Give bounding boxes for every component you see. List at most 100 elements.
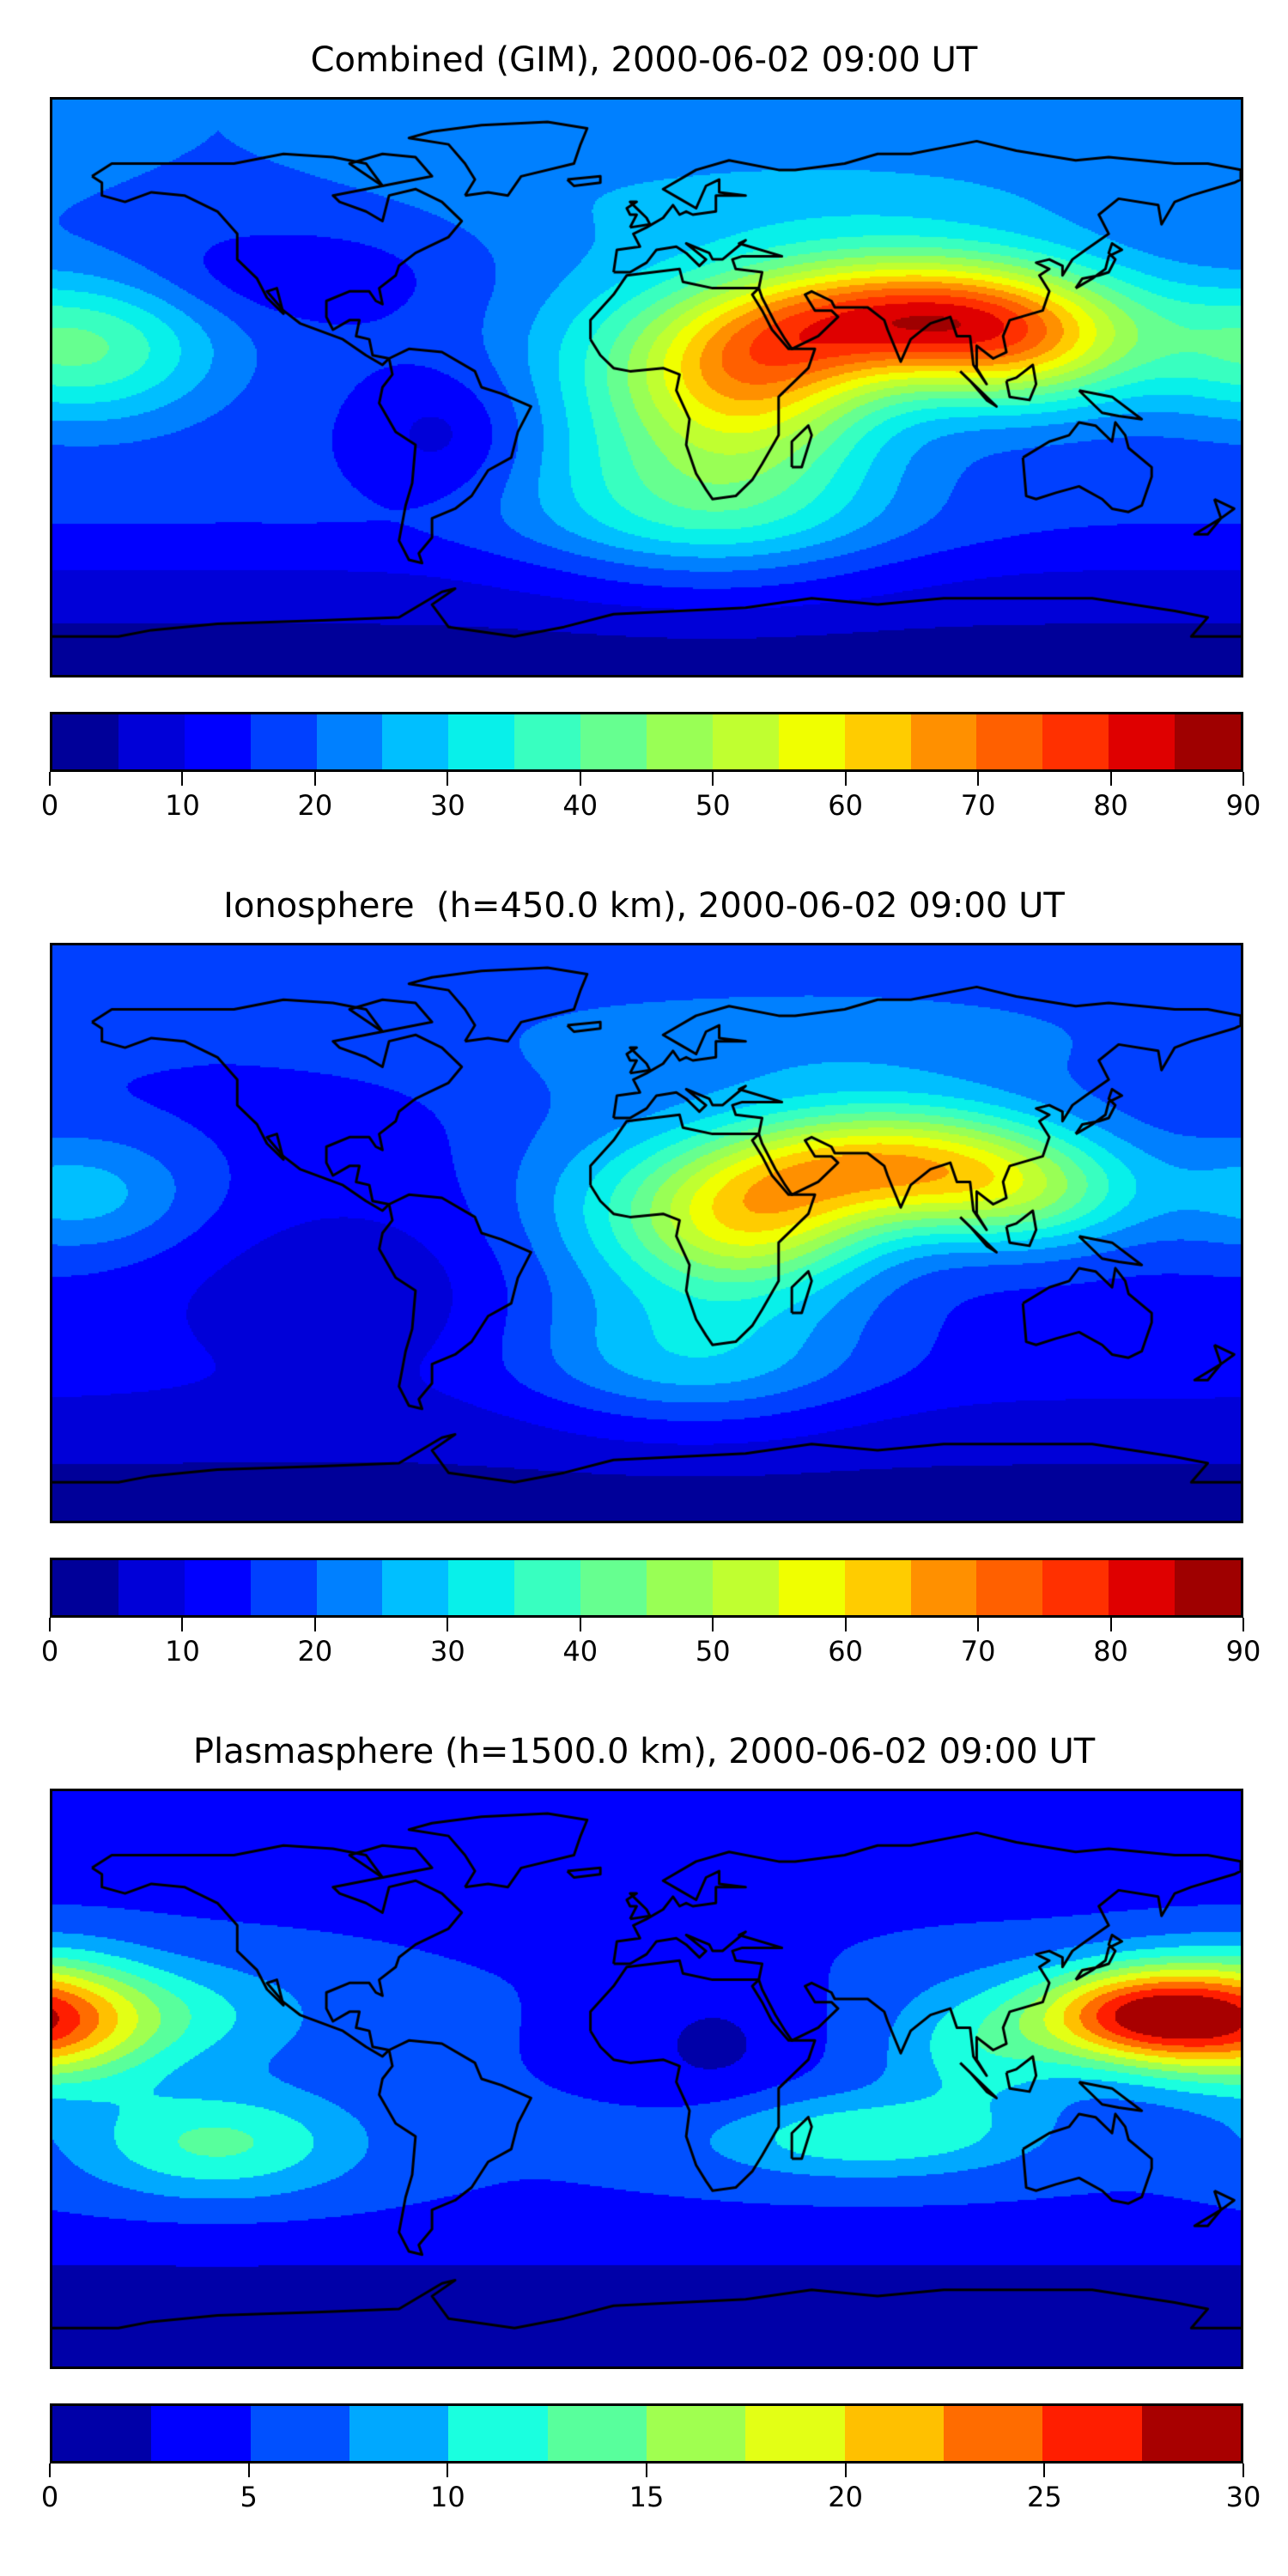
colorbar-tick-label: 30 (430, 789, 465, 822)
colorbar-tick-mark (1110, 1618, 1112, 1631)
colorbar (50, 712, 1243, 772)
colorbar-tick-label: 60 (828, 1635, 863, 1668)
colorbar-segment (580, 1560, 647, 1615)
colorbar-tick-label: 5 (240, 2481, 257, 2513)
chart-title: Ionosphere (h=450.0 km), 2000-06-02 09:0… (0, 884, 1288, 928)
colorbar-ticks: 0102030405060708090 (50, 1618, 1243, 1669)
colorbar-tick-label: 40 (562, 789, 598, 822)
colorbar-segment (52, 714, 118, 769)
colorbar-tick-mark (447, 1618, 448, 1631)
colorbar-tick-label: 40 (562, 1635, 598, 1668)
colorbar-tick-mark (1242, 2464, 1244, 2477)
colorbar-tick-label: 0 (41, 1635, 58, 1668)
colorbar-segment (118, 714, 185, 769)
colorbar-tick-label: 25 (1027, 2481, 1062, 2513)
colorbar-tick-label: 90 (1226, 789, 1261, 822)
colorbar-tick-mark (646, 2464, 647, 2477)
colorbar-tick-label: 70 (961, 789, 996, 822)
colorbar-segment (647, 1560, 713, 1615)
colorbar-tick-label: 10 (430, 2481, 465, 2513)
colorbar-tick-mark (49, 1618, 51, 1631)
colorbar-segment (317, 714, 383, 769)
colorbar-segment (845, 1560, 911, 1615)
colorbar-tick-label: 20 (298, 789, 333, 822)
colorbar-segment (911, 1560, 977, 1615)
colorbar-tick-label: 20 (828, 2481, 863, 2513)
colorbar-segment (1175, 1560, 1241, 1615)
colorbar-segment (779, 714, 845, 769)
colorbar-segment (251, 2406, 349, 2461)
map-plot (50, 1789, 1243, 2369)
contour-map-canvas (52, 945, 1241, 1521)
colorbar-segment (745, 2406, 844, 2461)
colorbar-segment (647, 714, 713, 769)
colorbar-segment (1042, 714, 1109, 769)
colorbar-segment (779, 1560, 845, 1615)
colorbar-segment (317, 1560, 383, 1615)
colorbar-tick-mark (712, 772, 714, 786)
colorbar-tick-mark (845, 2464, 847, 2477)
colorbar-tick-mark (49, 2464, 51, 2477)
colorbar-tick-label: 10 (165, 1635, 200, 1668)
colorbar-segment (976, 1560, 1042, 1615)
colorbar-segment (185, 1560, 251, 1615)
colorbar-tick-mark (314, 772, 316, 786)
chart-title: Combined (GIM), 2000-06-02 09:00 UT (0, 38, 1288, 82)
colorbar-ticks: 051015202530 (50, 2464, 1243, 2515)
colorbar-tick-mark (580, 772, 581, 786)
colorbar-tick-label: 15 (629, 2481, 665, 2513)
colorbar-segment (548, 2406, 647, 2461)
colorbar-tick-mark (1043, 2464, 1045, 2477)
colorbar-segment (514, 1560, 580, 1615)
colorbar-segment (1175, 714, 1241, 769)
colorbar-tick-mark (977, 772, 979, 786)
colorbar-segment (382, 714, 448, 769)
colorbar-segment (514, 714, 580, 769)
colorbar-segment (1142, 2406, 1241, 2461)
colorbar-tick-label: 30 (1226, 2481, 1261, 2513)
colorbar-segment (185, 714, 251, 769)
colorbar-tick-label: 80 (1093, 1635, 1128, 1668)
colorbar-tick-mark (314, 1618, 316, 1631)
panel-plasmasphere: Plasmasphere (h=1500.0 km), 2000-06-02 0… (0, 1692, 1288, 2537)
colorbar-tick-mark (712, 1618, 714, 1631)
colorbar-tick-label: 30 (430, 1635, 465, 1668)
colorbar-segment (448, 1560, 514, 1615)
colorbar-segment (1109, 1560, 1175, 1615)
map-plot (50, 943, 1243, 1523)
colorbar-tick-label: 0 (41, 2481, 58, 2513)
colorbar-tick-label: 20 (298, 1635, 333, 1668)
colorbar-segment (52, 1560, 118, 1615)
colorbar-segment (580, 714, 647, 769)
colorbar-segment (52, 2406, 151, 2461)
colorbar-tick-mark (447, 2464, 448, 2477)
chart-title: Plasmasphere (h=1500.0 km), 2000-06-02 0… (0, 1729, 1288, 1774)
colorbar-tick-mark (1242, 772, 1244, 786)
colorbar-tick-mark (977, 1618, 979, 1631)
colorbar-segment (944, 2406, 1042, 2461)
colorbar-tick-mark (49, 772, 51, 786)
colorbar (50, 1558, 1243, 1618)
colorbar-tick-label: 70 (961, 1635, 996, 1668)
colorbar-segment (448, 2406, 547, 2461)
colorbar-tick-mark (447, 772, 448, 786)
colorbar-segment (448, 714, 514, 769)
colorbar-tick-mark (1242, 1618, 1244, 1631)
colorbar-segment (1109, 714, 1175, 769)
colorbar-segment (713, 714, 779, 769)
colorbar-tick-mark (181, 772, 183, 786)
colorbar-tick-label: 50 (696, 1635, 731, 1668)
colorbar-tick-mark (248, 2464, 250, 2477)
colorbar-segment (382, 1560, 448, 1615)
contour-map-canvas (52, 1791, 1241, 2366)
colorbar-segment (713, 1560, 779, 1615)
colorbar-tick-label: 50 (696, 789, 731, 822)
colorbar-ticks: 0102030405060708090 (50, 772, 1243, 823)
colorbar-segment (151, 2406, 250, 2461)
colorbar-tick-mark (1110, 772, 1112, 786)
colorbar-segment (1042, 1560, 1109, 1615)
colorbar-segment (251, 1560, 317, 1615)
colorbar-tick-label: 60 (828, 789, 863, 822)
panel-combined: Combined (GIM), 2000-06-02 09:00 UT 0102… (0, 0, 1288, 846)
colorbar-segment (1042, 2406, 1141, 2461)
